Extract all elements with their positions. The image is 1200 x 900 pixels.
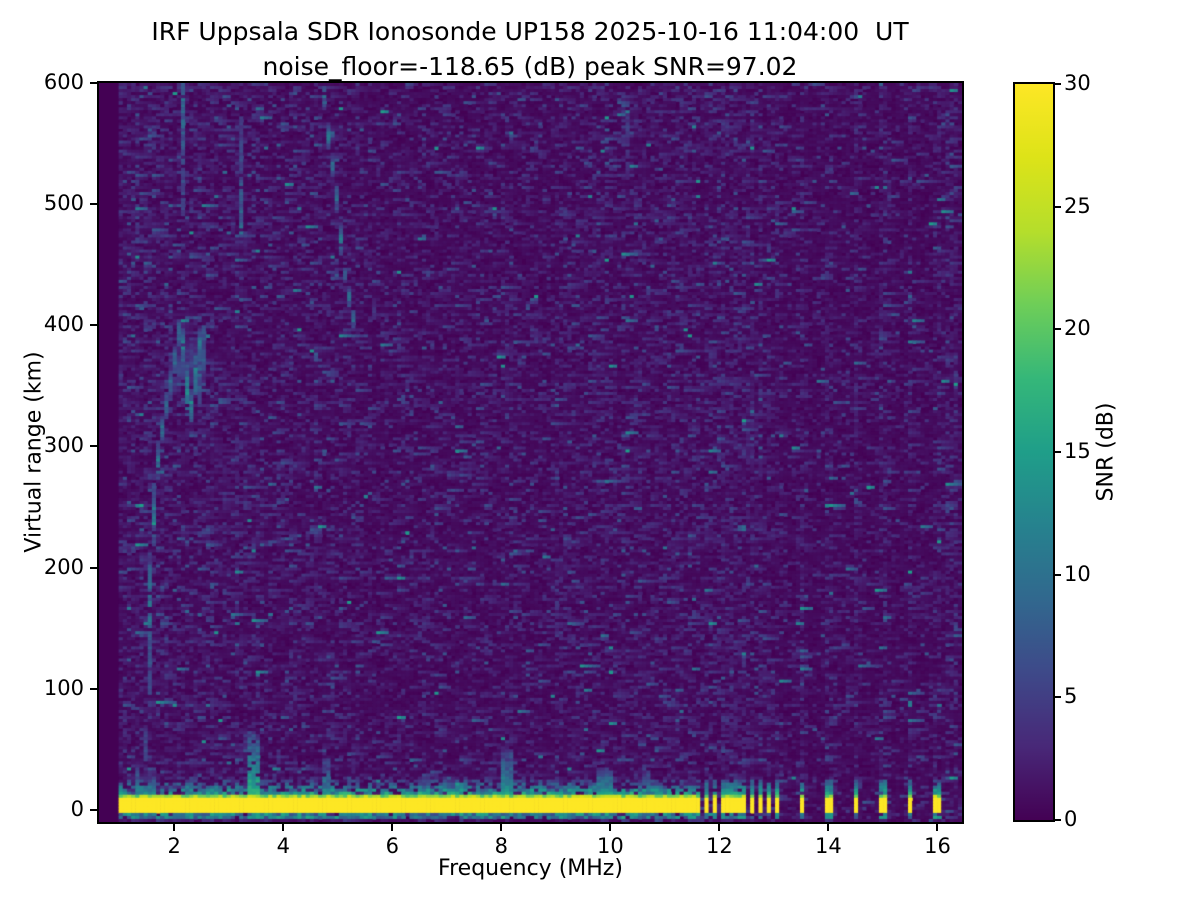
y-tick-label: 0	[70, 796, 84, 821]
x-tick-label: 10	[596, 834, 624, 858]
colorbar-tick	[1055, 205, 1061, 208]
colorbar-gradient	[1015, 84, 1053, 820]
colorbar-tick-label: 10	[1064, 561, 1091, 586]
colorbar-tick	[1055, 573, 1061, 576]
x-tick-label: 4	[276, 834, 290, 858]
y-tick	[90, 808, 98, 811]
y-tick	[90, 687, 98, 690]
x-tick-label: 16	[924, 834, 951, 858]
colorbar-tick-label: 15	[1064, 439, 1091, 463]
colorbar-tick-label: 20	[1064, 316, 1091, 341]
x-tick	[500, 824, 503, 831]
y-tick-label: 400	[43, 312, 84, 337]
colorbar-tick-label: 0	[1064, 807, 1078, 831]
colorbar-tick	[1055, 451, 1061, 453]
x-tick-label: 12	[706, 834, 733, 858]
x-tick-label: 14	[815, 834, 842, 858]
y-tick	[90, 445, 98, 448]
colorbar-label: SNR (dB)	[1093, 402, 1119, 502]
x-tick-label: 8	[494, 834, 509, 858]
x-axis-label: Frequency (MHz)	[438, 856, 623, 881]
x-tick	[173, 824, 176, 831]
y-tick-label: 100	[43, 675, 84, 700]
x-tick	[936, 824, 939, 831]
y-tick-label: 300	[43, 433, 84, 458]
chart-subtitle: noise_floor=-118.65 (dB) peak SNR=97.02	[262, 52, 798, 81]
y-tick	[90, 566, 98, 569]
colorbar-tick-label: 25	[1064, 193, 1091, 218]
x-tick	[282, 824, 285, 831]
plot-frame	[97, 81, 964, 824]
colorbar-tick	[1055, 696, 1061, 699]
colorbar-tick	[1055, 328, 1061, 331]
colorbar-tick	[1055, 819, 1061, 821]
colorbar-tick-label: 5	[1064, 684, 1078, 709]
x-tick	[827, 824, 830, 831]
y-axis-label: Virtual range (km)	[21, 351, 47, 553]
y-tick	[90, 324, 98, 327]
colorbar-frame	[1013, 82, 1055, 822]
colorbar-tick-label: 30	[1064, 71, 1091, 95]
x-tick	[718, 824, 721, 831]
y-tick	[90, 82, 98, 84]
y-tick-label: 500	[43, 191, 84, 216]
x-tick-label: 2	[167, 834, 181, 858]
x-tick-label: 6	[385, 834, 399, 858]
y-tick-label: 200	[43, 554, 84, 579]
x-tick	[391, 824, 394, 831]
x-tick	[609, 824, 612, 831]
chart-title: IRF Uppsala SDR Ionosonde UP158 2025-10-…	[151, 17, 909, 46]
heatmap-canvas	[99, 83, 962, 822]
colorbar-tick	[1055, 83, 1061, 85]
y-tick-label: 600	[43, 70, 84, 94]
y-tick	[90, 203, 98, 206]
